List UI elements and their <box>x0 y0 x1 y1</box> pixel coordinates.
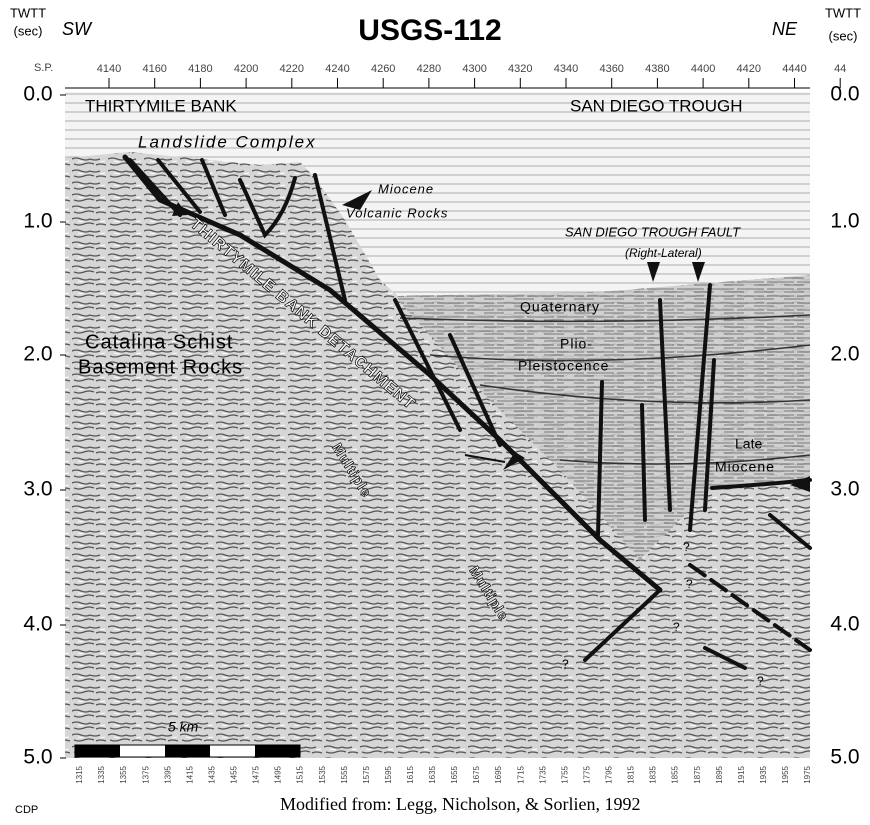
annotation: Landslide Complex <box>138 132 317 151</box>
sp-tick-label: 4320 <box>508 63 532 75</box>
cdp-tick-label: 1315 <box>75 765 84 783</box>
y-tick-label: 5.0 <box>23 746 52 769</box>
sp-tick-label: 4220 <box>280 63 304 75</box>
seismic-figure: USGS-112 SW NE TWTT (sec) TWTT (sec) S.P… <box>0 0 870 820</box>
cdp-tick-label: 1495 <box>274 765 283 783</box>
cdp-tick-label: 1515 <box>296 765 305 783</box>
y-tick-label: 4.0 <box>830 613 859 636</box>
annotation: ? <box>683 540 690 554</box>
axis-unit: (sec) <box>829 28 858 43</box>
sp-tick-label: 4280 <box>417 63 441 75</box>
cdp-tick-label: 1835 <box>649 765 658 783</box>
cdp-tick-label: 1355 <box>119 765 128 783</box>
annotation: 5 km <box>168 719 199 735</box>
cdp-tick-label: 1595 <box>384 765 393 783</box>
cdp-tick-label: 1335 <box>97 765 106 783</box>
cdp-tick-label: 1895 <box>715 765 724 783</box>
cdp-tick-label: 1955 <box>781 765 790 783</box>
axis-title: TWTT <box>825 5 861 20</box>
side-label: SW <box>62 19 93 39</box>
annotation: Miocene <box>715 459 775 475</box>
annotation: Quaternary <box>520 299 600 315</box>
annotation: ? <box>686 577 693 591</box>
cdp-tick-label: 1615 <box>406 765 415 783</box>
sp-tick-label: 4140 <box>97 63 121 75</box>
sp-tick-label: 4340 <box>554 63 578 75</box>
cdp-tick-label: 1455 <box>230 765 239 783</box>
annotation: THIRTYMILE BANK <box>85 96 237 115</box>
sp-tick-label: 4260 <box>371 63 395 75</box>
y-tick-label: 0.0 <box>23 83 52 106</box>
sp-tick-label: 4360 <box>599 63 623 75</box>
cdp-tick-label: 1695 <box>494 765 503 783</box>
annotation: SAN DIEGO TROUGH <box>570 96 743 115</box>
cdp-tick-label: 1375 <box>141 765 150 783</box>
cdp-tick-label: 1855 <box>671 765 680 783</box>
sp-tick-label: 4200 <box>234 63 258 75</box>
cdp-tick-label: 1555 <box>340 765 349 783</box>
y-tick-label: 3.0 <box>830 478 859 501</box>
cdp-tick-label: 1755 <box>560 765 569 783</box>
cdp-tick-label: 1935 <box>759 765 768 783</box>
annotation: Volcanic Rocks <box>346 205 448 220</box>
sp-tick-label: 44 <box>834 63 846 75</box>
sp-tick-label: 4440 <box>782 63 806 75</box>
cdp-tick-label: 1435 <box>207 765 216 783</box>
annotation: ? <box>562 657 569 671</box>
y-tick-label: 5.0 <box>830 746 859 769</box>
cdp-label: CDP <box>15 804 38 816</box>
axis-unit: (sec) <box>14 23 43 38</box>
annotation: SAN DIEGO TROUGH FAULT <box>565 224 741 239</box>
annotation: Late <box>735 436 762 452</box>
sp-tick-label: 4300 <box>462 63 486 75</box>
cdp-tick-label: 1535 <box>318 765 327 783</box>
annotation: ? <box>673 620 680 634</box>
annotation: (Right-Lateral) <box>625 246 702 260</box>
annotation: Plio- <box>560 336 593 352</box>
cdp-tick-label: 1475 <box>252 765 261 783</box>
cdp-tick-label: 1795 <box>605 765 614 783</box>
sp-tick-label: 4380 <box>645 63 669 75</box>
cdp-tick-label: 1655 <box>450 765 459 783</box>
y-tick-label: 1.0 <box>23 210 52 233</box>
annotation: Pleistocence <box>518 358 609 374</box>
sp-tick-label: 4240 <box>325 63 349 75</box>
annotation: ? <box>757 674 764 688</box>
title: USGS-112 <box>358 14 501 47</box>
sp-tick-label: 4400 <box>691 63 715 75</box>
cdp-tick-label: 1395 <box>163 765 172 783</box>
credit: Modified from: Legg, Nicholson, & Sorlie… <box>280 794 640 814</box>
annotation: Miocene <box>378 181 434 196</box>
axis-title: TWTT <box>10 5 46 20</box>
y-tick-label: 3.0 <box>23 478 52 501</box>
sp-tick-label: 4180 <box>188 63 212 75</box>
cdp-tick-label: 1975 <box>803 765 812 783</box>
y-tick-label: 2.0 <box>23 343 52 366</box>
annotation: Catalina Schist <box>85 331 233 353</box>
sp-label: S.P. <box>34 62 53 74</box>
annotation: Basement Rocks <box>78 356 243 378</box>
cdp-tick-label: 1815 <box>627 765 636 783</box>
cdp-tick-label: 1715 <box>516 765 525 783</box>
cdp-tick-label: 1675 <box>472 765 481 783</box>
sp-tick-label: 4420 <box>737 63 761 75</box>
y-tick-label: 1.0 <box>830 210 859 233</box>
cdp-tick-label: 1735 <box>538 765 547 783</box>
cdp-tick-label: 1875 <box>693 765 702 783</box>
scale-bar <box>75 745 300 757</box>
side-label: NE <box>772 19 798 39</box>
cdp-tick-label: 1915 <box>737 765 746 783</box>
sp-tick-label: 4160 <box>142 63 166 75</box>
y-tick-label: 4.0 <box>23 613 52 636</box>
cdp-tick-label: 1575 <box>362 765 371 783</box>
y-tick-label: 0.0 <box>830 83 859 106</box>
cdp-tick-label: 1415 <box>185 765 194 783</box>
y-tick-label: 2.0 <box>830 343 859 366</box>
cdp-tick-label: 1775 <box>582 765 591 783</box>
cdp-tick-label: 1635 <box>428 765 437 783</box>
